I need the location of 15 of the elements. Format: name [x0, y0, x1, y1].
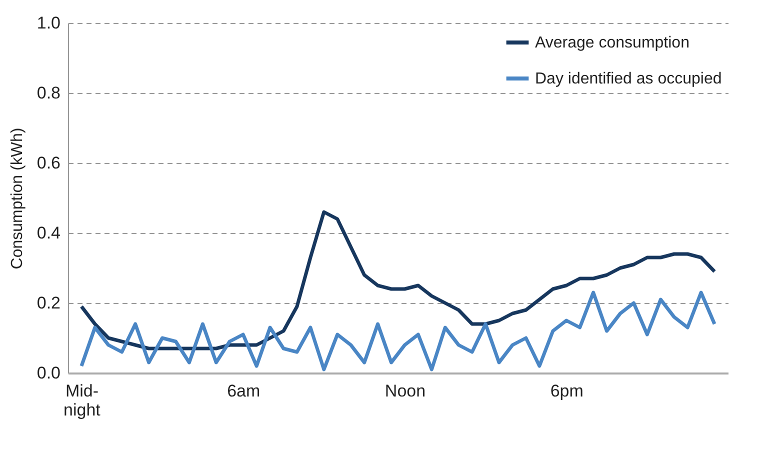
x-tick-label: Mid-night — [64, 382, 101, 420]
y-axis-title: Consumption (kWh) — [8, 128, 26, 270]
y-tick-label: 0.0 — [36, 364, 60, 382]
legend-label: Average consumption — [535, 34, 690, 52]
x-tick-label: Noon — [384, 382, 426, 400]
y-tick-label: 0.4 — [36, 224, 60, 242]
x-tick-label: 6am — [227, 382, 260, 400]
legend-label: Day identified as occupied — [535, 70, 722, 88]
y-tick-label: 0.6 — [36, 154, 60, 172]
y-tick-label: 0.2 — [36, 294, 60, 312]
line-series — [80, 290, 716, 372]
y-tick-label: 0.8 — [36, 84, 60, 102]
line-series — [80, 210, 716, 350]
x-tick-label: 6pm — [550, 382, 584, 400]
y-tick-label: 1.0 — [36, 14, 60, 32]
